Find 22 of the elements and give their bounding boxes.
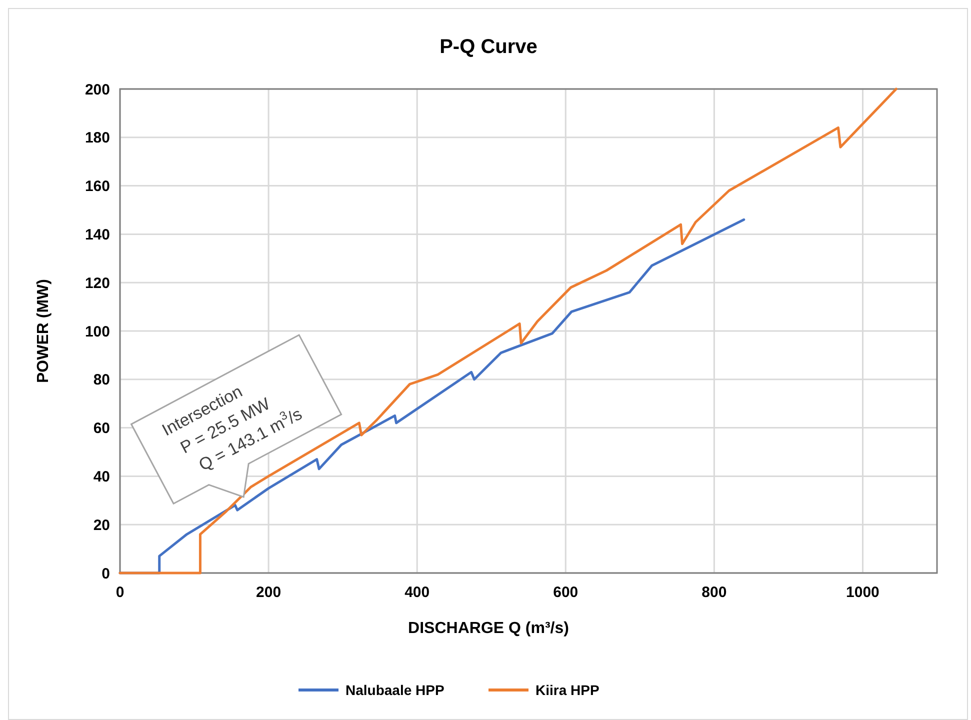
x-tick-label: 400 [404, 584, 430, 601]
y-tick-label: 60 [93, 420, 110, 438]
x-tick-label: 200 [256, 584, 282, 601]
legend-label: Nalubaale HPP [346, 682, 444, 698]
y-tick-label: 160 [84, 178, 110, 196]
x-tick-label: 600 [553, 584, 578, 601]
x-tick-label: 0 [116, 584, 124, 601]
y-tick-label: 80 [93, 372, 110, 389]
chart-title: P-Q Curve [440, 36, 538, 58]
x-tick-label: 800 [702, 584, 727, 601]
x-axis-title: DISCHARGE Q (m³/s) [408, 620, 569, 637]
y-tick-label: 20 [93, 516, 110, 534]
y-tick-label: 200 [84, 81, 110, 98]
y-tick-label: 140 [84, 226, 110, 244]
y-tick-label: 120 [84, 274, 110, 292]
x-tick-label: 1000 [846, 584, 880, 601]
y-axis-title: POWER (MW) [35, 279, 52, 383]
y-tick-label: 40 [93, 468, 110, 486]
y-tick-label: 180 [84, 130, 110, 147]
y-tick-label: 100 [84, 323, 110, 340]
legend-label: Kiira HPP [536, 682, 600, 698]
y-tick-label: 0 [102, 565, 110, 582]
